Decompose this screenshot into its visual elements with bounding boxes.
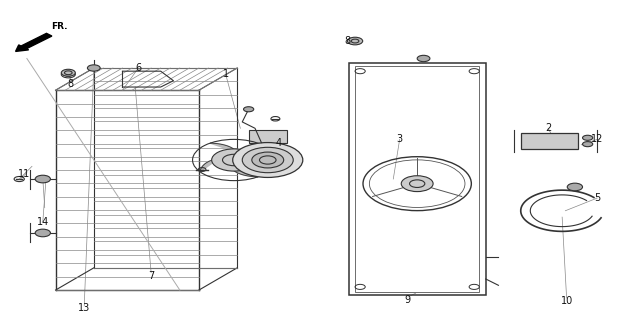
Polygon shape [210, 143, 237, 152]
Bar [355, 67, 479, 292]
Circle shape [348, 37, 363, 45]
Text: 11: 11 [17, 169, 30, 179]
Circle shape [417, 55, 430, 62]
Circle shape [61, 69, 76, 76]
Text: FR.: FR. [51, 22, 68, 31]
Text: 9: 9 [405, 295, 411, 305]
Circle shape [401, 176, 433, 192]
Text: 1: 1 [223, 69, 228, 79]
Text: 13: 13 [78, 302, 90, 313]
Circle shape [212, 149, 256, 171]
Circle shape [35, 175, 51, 183]
Text: 8: 8 [344, 36, 351, 46]
Circle shape [582, 142, 593, 147]
Circle shape [35, 229, 51, 237]
Text: 14: 14 [36, 217, 49, 227]
Polygon shape [250, 148, 268, 161]
Text: 5: 5 [594, 193, 600, 203]
Text: 4: 4 [275, 138, 282, 148]
FancyArrow shape [15, 33, 52, 52]
Text: 6: 6 [135, 63, 141, 73]
Text: 7: 7 [148, 271, 154, 281]
Circle shape [582, 135, 593, 140]
Bar [248, 130, 287, 142]
Bar [349, 63, 486, 295]
Text: 8: 8 [67, 79, 73, 89]
Bar [521, 133, 578, 149]
Circle shape [252, 152, 284, 168]
Circle shape [244, 107, 253, 112]
Polygon shape [200, 159, 218, 172]
Polygon shape [231, 168, 258, 177]
Circle shape [567, 183, 582, 191]
Text: 12: 12 [591, 134, 604, 144]
Circle shape [88, 65, 100, 71]
Circle shape [233, 142, 303, 178]
Text: 3: 3 [397, 134, 403, 144]
Text: 2: 2 [545, 123, 551, 133]
Text: 10: 10 [561, 296, 573, 306]
Circle shape [243, 147, 293, 173]
